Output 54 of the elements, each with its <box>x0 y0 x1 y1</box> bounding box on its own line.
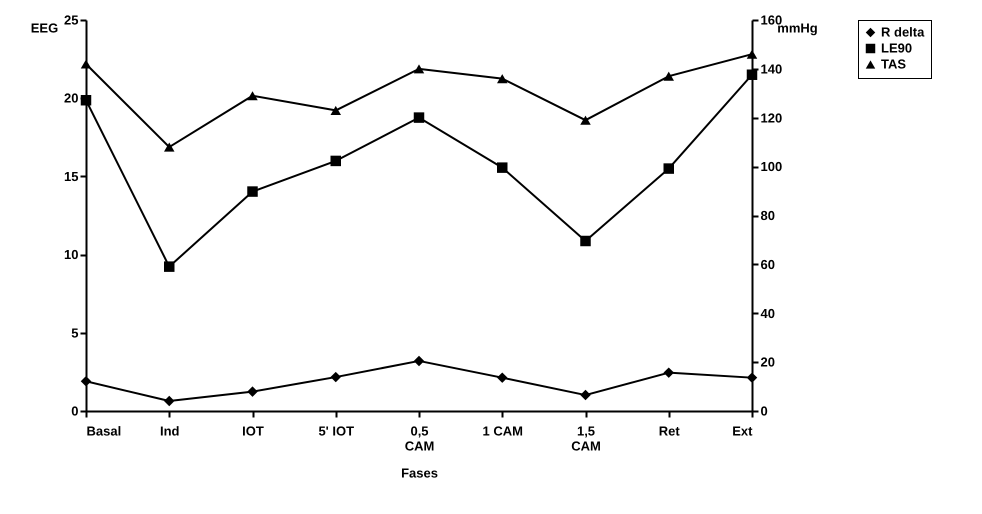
x-tick-label: IOT <box>242 424 264 438</box>
point <box>497 372 508 383</box>
point <box>164 396 174 406</box>
y-tick-label: 5 <box>71 325 78 340</box>
point <box>330 372 341 382</box>
x-tick-label: 1 CAM <box>482 424 523 438</box>
point <box>164 261 174 272</box>
point <box>580 116 591 125</box>
point <box>746 50 758 59</box>
x-tick-label: 5' IOT <box>318 424 354 438</box>
y-tick-label: 20 <box>64 90 78 106</box>
y-tick-label: 25 <box>64 12 78 28</box>
point <box>580 390 591 400</box>
point <box>746 69 758 80</box>
y-tick-label: 10 <box>64 247 78 262</box>
point <box>580 236 591 246</box>
point <box>247 386 258 397</box>
point <box>330 156 341 166</box>
y2-tick-label: 120 <box>760 110 782 126</box>
point <box>414 112 424 123</box>
y-tick-label: 0 <box>71 404 78 418</box>
point <box>414 64 424 74</box>
point <box>247 91 258 100</box>
x-tick-label: Basal <box>86 424 122 438</box>
legend-label: R delta <box>881 24 926 40</box>
y2-tick-label: 80 <box>760 208 775 223</box>
point <box>497 74 508 84</box>
y2-tick-label: 140 <box>760 61 782 76</box>
x-tick-label: Ind <box>160 424 180 438</box>
y2-tick-label: 20 <box>760 354 775 370</box>
point <box>80 376 92 387</box>
x-tick-label: 1,5 CAM <box>571 424 601 454</box>
x-axis-title: Fases <box>401 466 438 480</box>
y2-tick-label: 60 <box>760 256 775 272</box>
point <box>164 142 174 152</box>
point <box>414 356 424 366</box>
point <box>746 372 758 383</box>
point <box>80 59 92 69</box>
x-tick-label: Ext <box>732 424 754 438</box>
point <box>664 163 674 174</box>
point <box>497 162 508 173</box>
x-tick-label: Ret <box>658 424 680 438</box>
point <box>330 106 341 115</box>
y-axis-title: EEG <box>30 20 58 36</box>
point <box>247 186 258 197</box>
y2-tick-label: 0 <box>760 404 768 418</box>
x-tick-label: 0,5 CAM <box>404 424 434 454</box>
legend-label: LE90 <box>881 40 912 56</box>
y2-tick-label: 100 <box>760 159 782 174</box>
y2-tick-label: 40 <box>760 306 775 321</box>
point <box>664 72 674 81</box>
y-tick-label: 15 <box>64 168 78 184</box>
point <box>664 367 674 378</box>
legend-label: TAS <box>881 56 906 72</box>
